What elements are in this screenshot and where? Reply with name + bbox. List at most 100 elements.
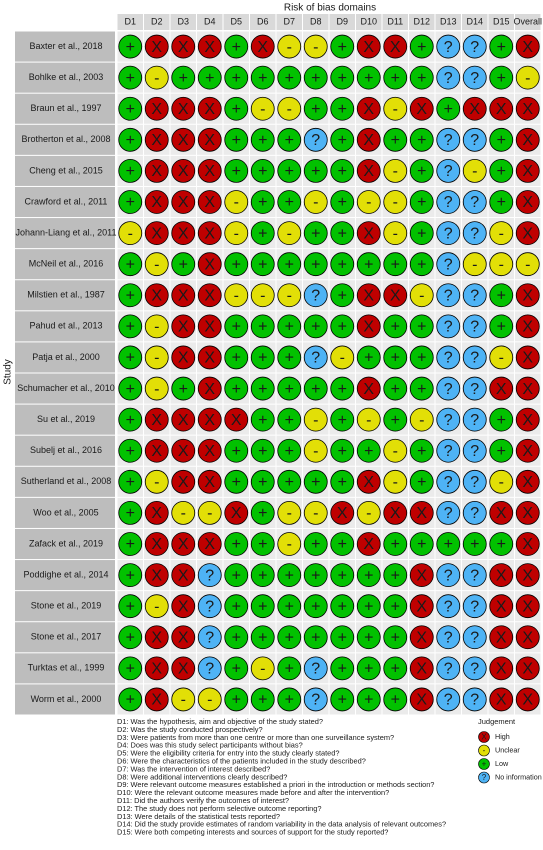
judgement-circle: [197, 594, 222, 619]
judgement-circle: [356, 252, 381, 277]
judgement-circle: [489, 283, 514, 308]
legend-symbol: X: [481, 733, 487, 742]
judgement-symbol: +: [258, 598, 267, 615]
judgement-symbol: +: [338, 132, 347, 149]
judgement-symbol: -: [287, 39, 292, 56]
judgement-circle: [197, 687, 222, 712]
judgement-symbol: X: [151, 412, 162, 429]
judgement-circle: [250, 438, 275, 463]
judgement-circle: [409, 65, 434, 90]
judgement-symbol: ?: [470, 692, 479, 709]
judgement-circle: [462, 501, 487, 525]
judgement-symbol: X: [178, 412, 189, 429]
judgement-circle: [462, 252, 487, 277]
judgement-symbol: +: [364, 692, 373, 709]
judgement-symbol: -: [260, 101, 265, 118]
judgement-symbol: +: [338, 629, 347, 646]
judgement-circle: [383, 345, 408, 370]
judgement-symbol: -: [287, 536, 292, 553]
judgement-circle: [118, 221, 143, 245]
judgement-symbol: +: [232, 381, 241, 398]
judgement-circle: [277, 127, 302, 152]
judgement-symbol: +: [364, 350, 373, 367]
judgement-symbol: +: [285, 661, 294, 678]
study-label: Patja et al., 2000: [32, 352, 100, 362]
judgement-circle: [330, 190, 355, 214]
study-label-bg: [15, 93, 115, 124]
judgement-circle: [303, 594, 328, 619]
judgement-symbol: X: [522, 194, 533, 211]
judgement-circle: [224, 376, 249, 401]
judgement-symbol: +: [364, 567, 373, 584]
judgement-circle: [436, 407, 461, 432]
judgement-symbol: +: [258, 536, 267, 553]
judgement-circle: [303, 469, 328, 494]
judgement-symbol: +: [391, 70, 400, 87]
judgement-circle: [436, 438, 461, 463]
judgement-circle: [356, 407, 381, 432]
judgement-symbol: +: [391, 132, 400, 149]
study-label-bg: [15, 373, 115, 404]
study-label: Crawford et al., 2011: [25, 196, 108, 206]
judgement-circle: [144, 625, 169, 650]
judgement-symbol: X: [522, 598, 533, 615]
judgement-symbol: +: [258, 132, 267, 149]
judgement-circle: [118, 563, 143, 587]
judgement-circle: [250, 656, 275, 681]
judgement-symbol: +: [126, 39, 135, 56]
column-header-bg: [144, 14, 170, 30]
column-header: D13: [440, 16, 457, 26]
judgement-symbol: X: [363, 474, 374, 491]
judgement-symbol: X: [363, 132, 374, 149]
judgement-symbol: -: [207, 692, 212, 709]
judgement-circle: [330, 127, 355, 152]
judgement-circle: [356, 376, 381, 401]
judgement-circle: [383, 96, 408, 121]
judgement-circle: [303, 345, 328, 370]
judgement-circle: [383, 190, 408, 214]
study-label-bg: [15, 280, 115, 311]
judgement-symbol: ?: [444, 598, 453, 615]
judgement-circle: [224, 407, 249, 432]
judgement-circle: [515, 376, 540, 401]
judgement-symbol: +: [126, 661, 135, 678]
judgement-circle: [383, 501, 408, 525]
judgement-circle: [436, 563, 461, 587]
study-label-bg: [15, 311, 115, 342]
judgement-circle: [224, 159, 249, 183]
judgement-circle: [277, 501, 302, 525]
judgement-symbol: ?: [470, 350, 479, 367]
judgement-circle: [330, 563, 355, 587]
judgement-circle: [462, 190, 487, 214]
judgement-symbol: X: [204, 163, 215, 180]
column-header: D6: [257, 16, 269, 26]
judgement-symbol: X: [178, 536, 189, 553]
legend-swatch: [478, 771, 490, 784]
judgement-circle: [436, 96, 461, 121]
judgement-circle: [277, 625, 302, 650]
footnote: D1: Was the hypothesis, aim and objectiv…: [117, 717, 323, 726]
footnote: D15: Were both competing interests and s…: [117, 828, 388, 837]
judgement-symbol: +: [126, 692, 135, 709]
column-header-bg: [197, 14, 223, 30]
column-header: D2: [151, 16, 163, 26]
judgement-circle: [171, 656, 196, 681]
judgement-symbol: -: [499, 225, 504, 242]
judgement-symbol: X: [151, 39, 162, 56]
judgement-circle: [224, 65, 249, 90]
judgement-symbol: X: [151, 505, 162, 522]
judgement-circle: [144, 159, 169, 183]
judgement-circle: [515, 687, 540, 712]
judgement-symbol: +: [285, 381, 294, 398]
judgement-symbol: +: [258, 412, 267, 429]
judgement-symbol: -: [313, 505, 318, 522]
judgement-symbol: +: [311, 567, 320, 584]
judgement-circle: [409, 159, 434, 183]
judgement-circle: [277, 687, 302, 712]
study-label-bg: [15, 404, 115, 435]
judgement-symbol: +: [338, 319, 347, 336]
judgement-symbol: -: [525, 70, 530, 87]
judgement-symbol: +: [417, 474, 426, 491]
judgement-symbol: +: [126, 319, 135, 336]
judgement-symbol: ?: [470, 443, 479, 460]
